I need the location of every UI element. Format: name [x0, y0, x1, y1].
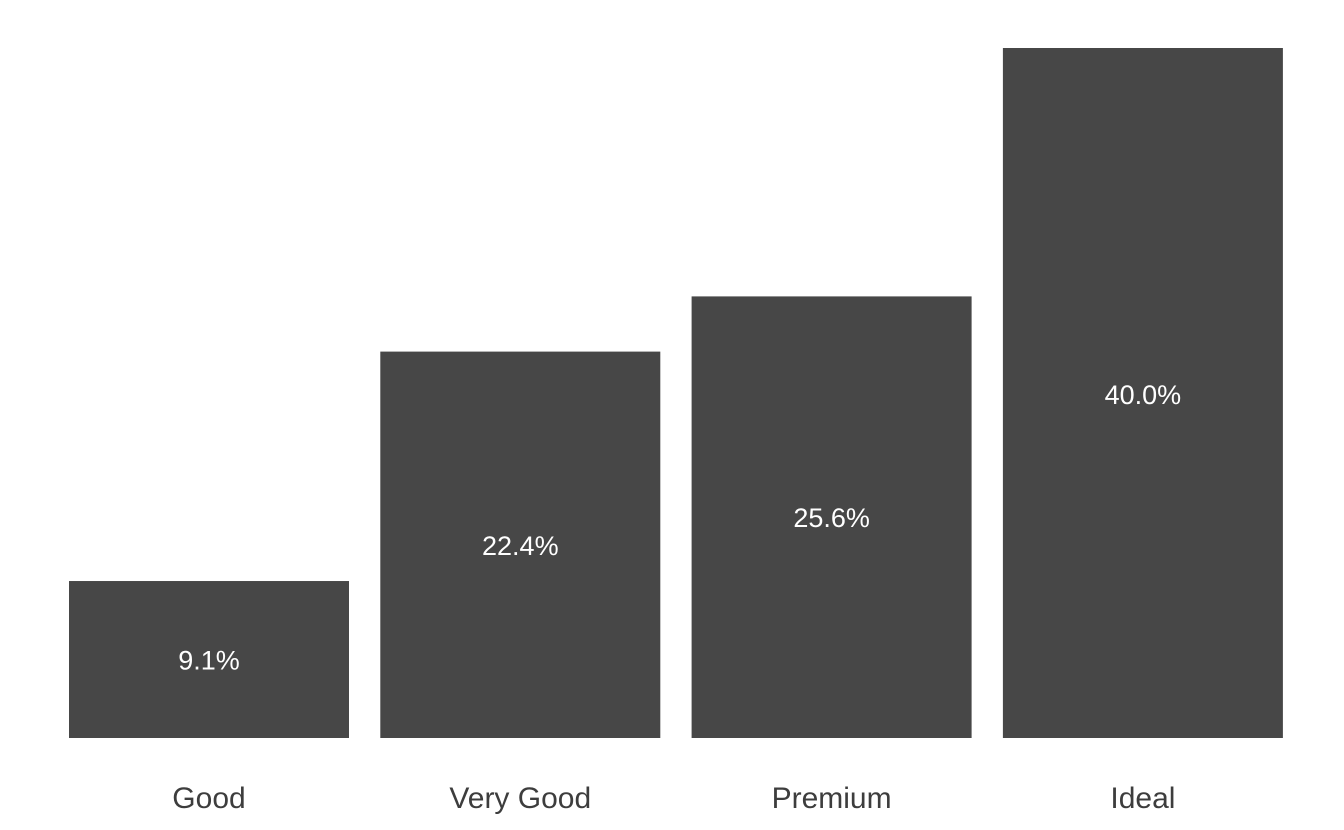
- data-label-good: 9.1%: [178, 646, 240, 676]
- bars-group: [69, 48, 1283, 738]
- x-tick-label-premium: Premium: [772, 782, 892, 815]
- data-label-very-good: 22.4%: [482, 531, 559, 561]
- x-tick-label-ideal: Ideal: [1110, 782, 1175, 815]
- data-labels-group: 9.1% 22.4% 25.6% 40.0%: [178, 380, 1181, 676]
- data-label-ideal: 40.0%: [1105, 380, 1182, 410]
- data-label-premium: 25.6%: [793, 503, 870, 533]
- x-tick-label-good: Good: [172, 782, 245, 815]
- x-tick-labels-group: Good Very Good Premium Ideal: [172, 782, 1175, 815]
- x-tick-label-very-good: Very Good: [449, 782, 591, 815]
- bar-ideal: [1002, 48, 1283, 738]
- bar-premium: [691, 296, 972, 738]
- bar-very-good: [380, 351, 661, 738]
- bar-good: [69, 581, 349, 738]
